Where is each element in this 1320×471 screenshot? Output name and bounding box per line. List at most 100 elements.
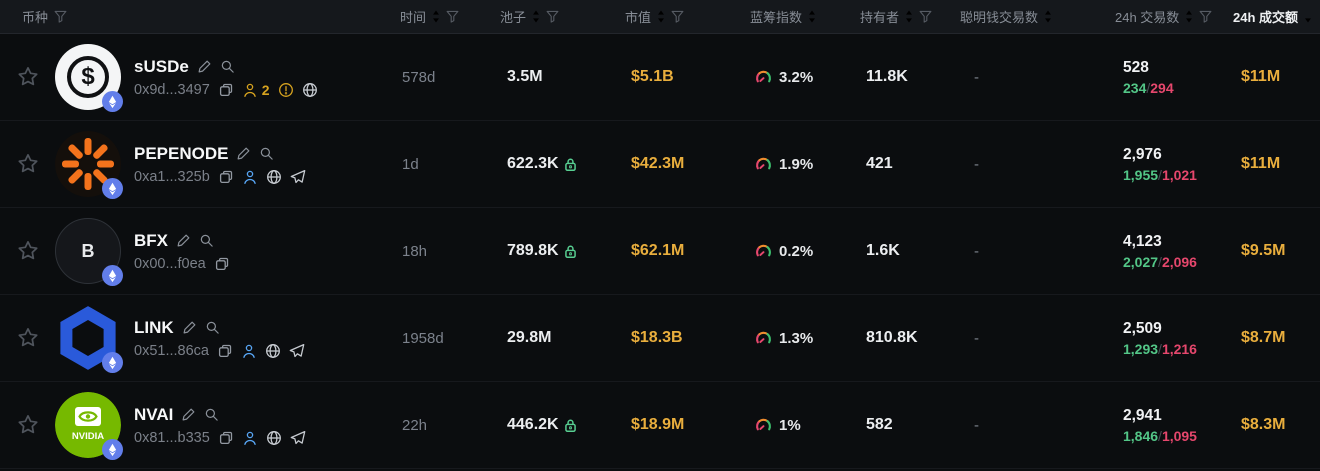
token-symbol[interactable]: sUSDe <box>134 56 189 76</box>
person-icon[interactable] <box>242 169 258 185</box>
column-header-smart-money[interactable]: 聪明钱交易数 <box>960 7 1115 26</box>
favorite-star-icon[interactable] <box>15 238 41 264</box>
column-header-token[interactable]: 币种 <box>0 7 400 26</box>
favorite-star-icon[interactable] <box>15 151 41 177</box>
volume-24h: $11M <box>1241 68 1281 85</box>
edit-icon[interactable] <box>197 59 212 74</box>
bluechip-index: 3.2% <box>779 68 814 86</box>
logo-text: NVIDIA <box>72 431 104 442</box>
token-logo-bfx[interactable]: B <box>55 218 123 286</box>
token-symbol[interactable]: PEPENODE <box>134 143 229 163</box>
website-globe-icon[interactable] <box>302 82 318 98</box>
token-logo-link[interactable] <box>55 305 123 373</box>
copy-icon[interactable] <box>218 82 234 98</box>
sort-icon[interactable] <box>432 10 440 23</box>
sort-icon[interactable] <box>1304 10 1312 23</box>
token-symbol[interactable]: BFX <box>134 230 168 250</box>
txns-24h-cell: 2,941 1,846/1,095 <box>1115 407 1233 444</box>
token-logo-susde[interactable]: $ <box>55 44 123 112</box>
token-cell: PEPENODE 0xa1...325b <box>55 131 400 199</box>
copy-icon[interactable] <box>218 430 234 446</box>
pool-size: 446.2K <box>507 416 559 433</box>
filter-icon[interactable] <box>919 10 932 23</box>
holders-count: 582 <box>866 416 893 433</box>
token-cell: $ sUSDe 0x9d...3497 2 <box>55 44 400 112</box>
edit-icon[interactable] <box>182 320 197 335</box>
buy-sell-separator: / <box>1158 427 1162 444</box>
person-icon[interactable] <box>241 343 257 359</box>
sort-icon[interactable] <box>808 10 816 23</box>
favorite-star-icon[interactable] <box>15 64 41 90</box>
token-cell: NVIDIA NVAI 0x81...b335 <box>55 392 400 460</box>
telegram-icon[interactable] <box>290 430 306 446</box>
sort-icon[interactable] <box>1185 10 1193 23</box>
copy-icon[interactable] <box>218 169 234 185</box>
bluechip-index: 0.2% <box>779 242 814 260</box>
column-header-marketcap[interactable]: 市值 <box>625 7 750 26</box>
table-row: NVIDIA NVAI 0x81...b335 22h <box>0 382 1320 469</box>
column-header-volume-24h[interactable]: 24h 成交额 <box>1233 7 1320 26</box>
column-header-txns-24h[interactable]: 24h 交易数 <box>1115 7 1233 26</box>
favorite-star-icon[interactable] <box>15 412 41 438</box>
token-age: 1958d <box>402 329 444 347</box>
column-header-age[interactable]: 时间 <box>400 7 500 26</box>
filter-icon[interactable] <box>546 10 559 23</box>
sells-count: 1,095 <box>1161 427 1197 444</box>
telegram-icon[interactable] <box>289 343 305 359</box>
table-row: LINK 0x51...86ca 1958d 29.8M $18.3B 1.3%… <box>0 295 1320 382</box>
copy-icon[interactable] <box>214 256 230 272</box>
token-address: 0x00...f0ea <box>134 255 206 272</box>
edit-icon[interactable] <box>181 407 196 422</box>
holders-count: 11.8K <box>866 68 908 85</box>
table-row: B BFX 0x00...f0ea 18h 789.8K $62.1M <box>0 208 1320 295</box>
sort-icon[interactable] <box>532 10 540 23</box>
filter-icon[interactable] <box>671 10 684 23</box>
edit-icon[interactable] <box>176 233 191 248</box>
website-globe-icon[interactable] <box>265 343 281 359</box>
token-logo-pepenode[interactable] <box>55 131 123 199</box>
telegram-icon[interactable] <box>290 169 306 185</box>
column-label: 时间 <box>400 10 427 25</box>
search-icon[interactable] <box>205 320 220 335</box>
column-label: 池子 <box>500 10 527 25</box>
buys-count: 234 <box>1123 79 1147 96</box>
sort-icon[interactable] <box>905 10 913 23</box>
copy-icon[interactable] <box>217 343 233 359</box>
token-symbol[interactable]: NVAI <box>134 404 174 424</box>
buy-sell-separator: / <box>1146 79 1151 96</box>
holders-count: 1.6K <box>866 242 900 259</box>
search-icon[interactable] <box>220 59 235 74</box>
sort-icon[interactable] <box>657 10 665 23</box>
search-icon[interactable] <box>199 233 214 248</box>
filter-icon[interactable] <box>54 10 67 23</box>
market-cap: $62.1M <box>631 242 685 259</box>
website-globe-icon[interactable] <box>266 430 282 446</box>
chain-badge-ethereum-icon <box>102 91 123 112</box>
token-symbol[interactable]: LINK <box>134 317 174 337</box>
person-icon[interactable] <box>242 82 258 98</box>
bluechip-gauge-icon <box>754 329 773 348</box>
search-icon[interactable] <box>259 146 274 161</box>
sort-icon[interactable] <box>1044 10 1052 23</box>
token-logo-nvai[interactable]: NVIDIA <box>55 392 123 460</box>
search-icon[interactable] <box>204 407 219 422</box>
warning-icon[interactable] <box>278 82 294 98</box>
person-icon[interactable] <box>242 430 258 446</box>
column-header-pool[interactable]: 池子 <box>500 7 625 26</box>
column-header-bluechip[interactable]: 蓝筹指数 <box>750 7 860 26</box>
edit-icon[interactable] <box>236 146 251 161</box>
column-label: 市值 <box>625 10 652 25</box>
buys-count: 1,293 <box>1123 340 1159 357</box>
txns-total: 4,123 <box>1123 232 1162 250</box>
pool-size: 789.8K <box>507 242 559 259</box>
market-cap: $42.3M <box>631 155 685 172</box>
filter-icon[interactable] <box>1199 10 1212 23</box>
txns-total: 2,941 <box>1123 406 1162 424</box>
market-cap: $18.9M <box>631 416 685 433</box>
filter-icon[interactable] <box>446 10 459 23</box>
website-globe-icon[interactable] <box>266 169 282 185</box>
favorite-star-icon[interactable] <box>15 325 41 351</box>
smart-money-txns: - <box>974 242 979 260</box>
column-header-holders[interactable]: 持有者 <box>860 7 960 26</box>
